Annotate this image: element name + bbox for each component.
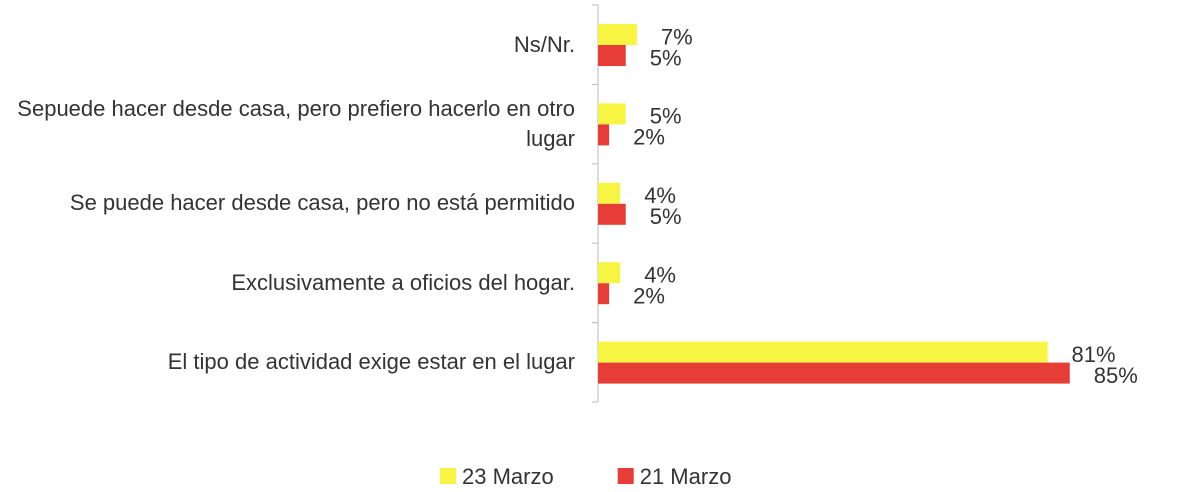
legend-swatch bbox=[440, 468, 456, 484]
bar bbox=[598, 283, 610, 305]
value-label: 4% bbox=[644, 263, 676, 288]
legend-swatch bbox=[617, 468, 634, 484]
legend-label: 21 Marzo bbox=[640, 464, 732, 489]
value-label: 5% bbox=[650, 104, 682, 129]
value-label: 7% bbox=[661, 24, 693, 49]
category-label: Exclusivamente a oficios del hogar. bbox=[231, 269, 575, 295]
value-label: 2% bbox=[633, 125, 665, 150]
bar bbox=[598, 262, 621, 284]
value-label: 2% bbox=[633, 284, 665, 309]
bar bbox=[598, 182, 621, 204]
value-label: 5% bbox=[650, 45, 682, 70]
value-label: 81% bbox=[1072, 342, 1116, 367]
value-label: 85% bbox=[1094, 363, 1138, 388]
category-label: Se puede hacer desde casa, pero no está … bbox=[69, 190, 575, 216]
legend-label: 23 Marzo bbox=[462, 464, 554, 489]
category-label: Sepuede hacer desde casa, pero prefiero … bbox=[17, 96, 575, 152]
category-label: El tipo de actividad exige estar en el l… bbox=[167, 349, 575, 375]
bar bbox=[598, 45, 626, 66]
bar bbox=[598, 103, 626, 125]
bar bbox=[598, 341, 1048, 363]
value-label: 4% bbox=[644, 183, 676, 208]
bar bbox=[598, 203, 626, 225]
bar bbox=[598, 124, 610, 146]
bar bbox=[598, 362, 1070, 384]
value-label: 5% bbox=[650, 204, 682, 229]
bar bbox=[598, 24, 637, 45]
category-label: Ns/Nr. bbox=[513, 31, 575, 57]
